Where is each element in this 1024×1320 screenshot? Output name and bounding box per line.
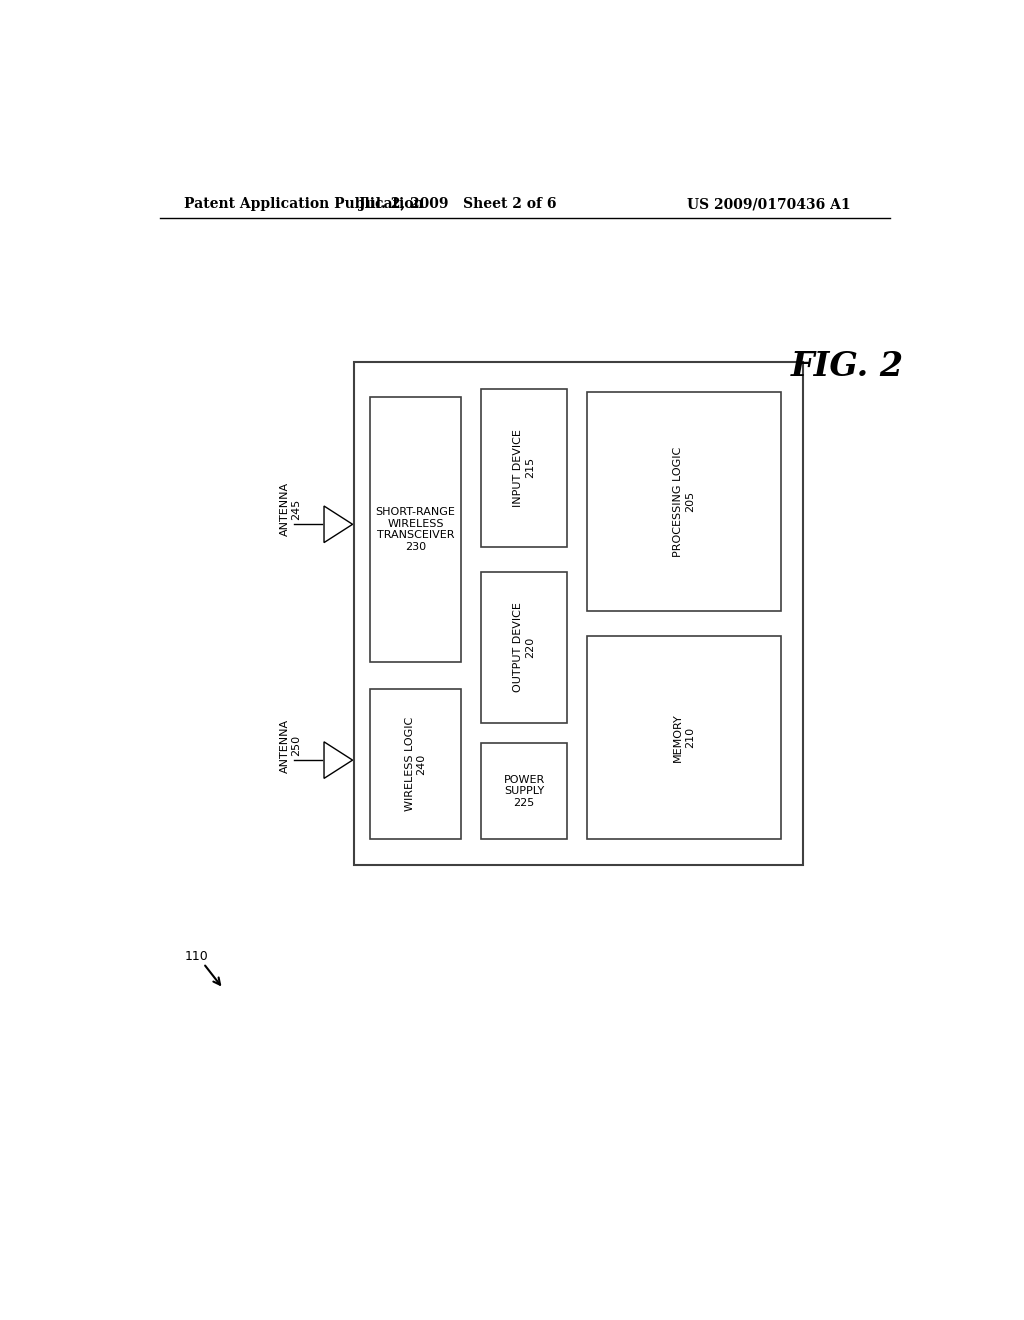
Text: ANTENNA
245: ANTENNA 245 [280, 482, 301, 536]
Bar [370, 689, 461, 840]
Text: Jul. 2, 2009   Sheet 2 of 6: Jul. 2, 2009 Sheet 2 of 6 [358, 197, 556, 211]
Text: US 2009/0170436 A1: US 2009/0170436 A1 [686, 197, 850, 211]
Text: WIRELESS LOGIC
240: WIRELESS LOGIC 240 [404, 717, 426, 812]
Text: MEMORY
210: MEMORY 210 [673, 713, 694, 762]
Text: POWER
SUPPLY
225: POWER SUPPLY 225 [504, 775, 545, 808]
Bar [370, 397, 461, 661]
Text: FIG. 2: FIG. 2 [791, 350, 903, 383]
Bar [354, 362, 803, 865]
Bar [481, 389, 567, 546]
Text: SHORT-RANGE
WIRELESS
TRANSCEIVER
230: SHORT-RANGE WIRELESS TRANSCEIVER 230 [376, 507, 456, 552]
Text: ANTENNA
250: ANTENNA 250 [280, 719, 301, 774]
Text: OUTPUT DEVICE
220: OUTPUT DEVICE 220 [513, 602, 535, 692]
Bar [587, 392, 781, 611]
Text: Patent Application Publication: Patent Application Publication [183, 197, 423, 211]
Bar [481, 572, 567, 722]
Text: INPUT DEVICE
215: INPUT DEVICE 215 [513, 429, 535, 507]
Bar [587, 636, 781, 840]
Text: PROCESSING LOGIC
205: PROCESSING LOGIC 205 [673, 446, 694, 557]
Text: 110: 110 [185, 950, 209, 962]
Bar [481, 743, 567, 840]
